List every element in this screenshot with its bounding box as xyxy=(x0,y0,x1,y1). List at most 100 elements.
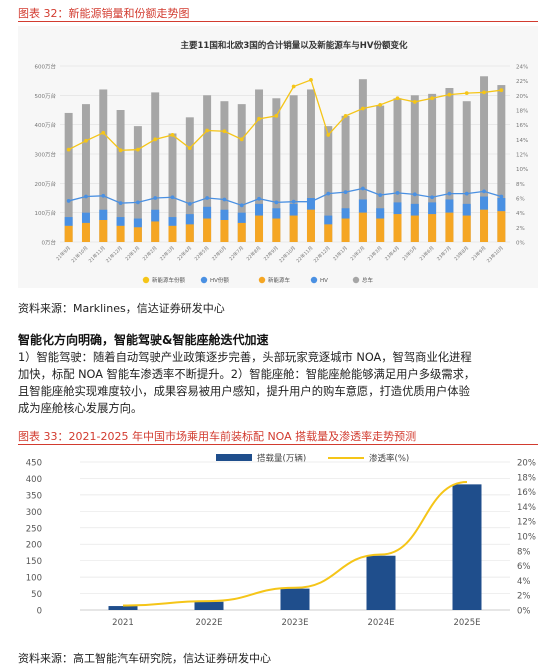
nev-bar xyxy=(410,215,419,242)
right-tick-label: 2% xyxy=(516,226,525,232)
paragraph-line-2: 加快，标配 NOA 智能车渗透率不断提升。2）智能座舱：智能座舱能够满足用户多级… xyxy=(18,368,476,381)
nev-share-point xyxy=(239,137,244,142)
nev-bar xyxy=(497,211,506,242)
right-tick-label: 14% xyxy=(516,138,528,144)
total-bar xyxy=(64,112,73,242)
nev-share-point xyxy=(360,106,365,111)
left-tick-label: 400万台 xyxy=(35,121,57,129)
nev-share-point xyxy=(257,116,261,121)
hv-share-point xyxy=(482,189,486,194)
left-tick-label: 200万台 xyxy=(35,180,57,188)
chart33-right-axis: 0% 2% 4% 6% 8% 10% 12% 14% 16% 18% 20% xyxy=(517,459,536,617)
left-tick-label: 450 xyxy=(26,459,42,469)
hv-share-point xyxy=(239,203,244,208)
x-tick-label: 2025E xyxy=(453,618,480,628)
nev-bar xyxy=(306,209,315,242)
hv-bar xyxy=(445,199,454,213)
right-tick-label: 0% xyxy=(517,607,531,617)
paragraph-line-1: 1）智能驾驶：随着自动驾驶产业政策逐步完善，头部玩家竞逐城市 NOA，智驾商业化… xyxy=(18,351,472,364)
hv-bar xyxy=(64,217,73,226)
left-tick-label: 100万台 xyxy=(35,209,57,217)
volume-bar xyxy=(452,484,482,610)
hv-bar xyxy=(341,208,350,219)
figure33-source-text: 资料来源：高工智能汽车研究院，信达证券研发中心 xyxy=(18,652,271,665)
total-bar xyxy=(133,126,142,242)
right-tick-label: 14% xyxy=(517,503,536,513)
legend-label: 总车 xyxy=(362,276,374,284)
chart32-right-axis: 0% 2% 4% 6% 8% 10% 12% 14% 16% 18% 20% 22% 24% xyxy=(516,65,528,247)
left-tick-label: 350 xyxy=(26,491,42,501)
nev-bar xyxy=(237,222,246,242)
left-tick-label: 200 xyxy=(26,541,42,551)
total-bar xyxy=(99,89,108,242)
right-tick-label: 8% xyxy=(516,182,525,188)
right-tick-label: 22% xyxy=(516,79,528,85)
total-bar xyxy=(462,101,471,242)
figure33-source: 资料来源：高工智能汽车研究院，信达证券研发中心 xyxy=(18,650,271,666)
legend-label: 新能源车份额 xyxy=(152,276,186,284)
chart32-lines xyxy=(66,78,504,208)
total-bar xyxy=(428,93,437,242)
left-tick-label: 250 xyxy=(26,524,42,534)
nev-share-point xyxy=(101,130,106,135)
hv-share-point xyxy=(430,195,435,200)
nev-bar xyxy=(81,222,90,242)
x-tick-label: 2021 xyxy=(112,618,134,628)
figure33-caption-rule xyxy=(18,444,538,445)
paragraph-line-3: 且智能座舱实现难度较小，成果容易被用户感知，提升用户的购车意愿，打造优质用户体验 xyxy=(18,385,470,398)
chart33-bars xyxy=(108,484,482,610)
nev-bar xyxy=(151,221,160,242)
right-tick-label: 24% xyxy=(516,65,528,71)
left-tick-label: 100 xyxy=(26,574,42,584)
legend-swatch xyxy=(310,276,318,284)
nev-bar xyxy=(116,225,125,242)
hv-share-point xyxy=(153,196,158,200)
x-tick-label: 2024E xyxy=(367,618,394,628)
total-bar xyxy=(255,89,264,242)
x-tick-label: 2022E xyxy=(195,618,222,628)
left-tick-label: 400 xyxy=(26,475,42,485)
hv-bar xyxy=(410,203,419,216)
hv-share-point xyxy=(343,190,348,195)
total-bar xyxy=(341,115,350,242)
hv-share-point xyxy=(135,200,140,205)
hv-share-point xyxy=(412,192,417,197)
total-bar xyxy=(272,98,281,243)
hv-share-point xyxy=(395,190,400,195)
chart32-legend: 新能源车份额 HV份额 新能源车 HV 总车 xyxy=(142,276,374,284)
sales-share-chart: 主要11国和北欧3国的合计销量以及新能源车与HV份额变化 0万台 100万台 200… xyxy=(18,26,538,288)
total-bar xyxy=(376,105,385,242)
total-bar xyxy=(203,95,212,242)
nev-bar xyxy=(480,209,489,242)
hv-bar xyxy=(133,218,142,228)
legend-swatch xyxy=(200,276,208,284)
total-bar xyxy=(220,101,229,242)
hv-bar xyxy=(237,212,246,223)
nev-bar xyxy=(462,215,471,242)
nev-share-point xyxy=(291,84,296,89)
hv-share-point xyxy=(118,201,123,206)
right-tick-label: 20% xyxy=(517,459,536,469)
hv-share-point xyxy=(84,194,88,199)
right-tick-label: 16% xyxy=(516,123,528,129)
nev-bar xyxy=(376,218,385,242)
left-tick-label: 0万台 xyxy=(42,239,57,247)
right-tick-label: 10% xyxy=(516,167,528,173)
nev-bar xyxy=(255,215,264,242)
hv-share-line xyxy=(68,187,502,207)
total-bar xyxy=(306,89,315,242)
right-tick-label: 10% xyxy=(517,533,536,543)
right-tick-label: 4% xyxy=(516,211,525,217)
nev-share-point xyxy=(170,133,175,137)
total-bar xyxy=(168,133,177,242)
volume-bar xyxy=(280,588,310,610)
nev-bar xyxy=(99,220,108,242)
legend-label: HV xyxy=(320,278,328,284)
nev-bar xyxy=(358,212,367,242)
nev-bar xyxy=(168,225,177,242)
nev-bar xyxy=(64,225,73,242)
figure32-source: 资料来源：Marklines，信达证券研发中心 xyxy=(18,300,225,316)
right-tick-label: 4% xyxy=(517,577,531,587)
total-bar xyxy=(445,88,454,242)
penetration-line xyxy=(122,480,468,607)
